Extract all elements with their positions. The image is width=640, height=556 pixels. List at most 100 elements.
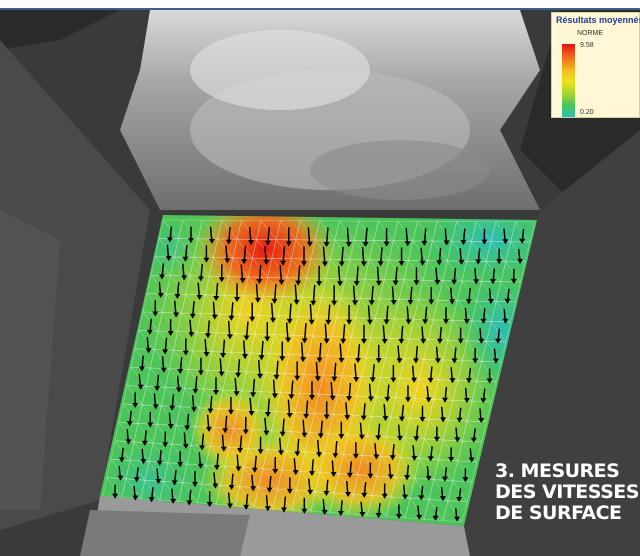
velocity-arrow [249,302,256,322]
velocity-arrow [146,318,153,335]
velocity-arrow [181,263,188,281]
legend-title: Résultats moyennés [556,15,640,25]
mesh-cell [379,279,405,300]
mesh-cell [200,294,225,315]
velocity-arrow [463,307,470,325]
caption-line-2: DES VITESSES [495,481,639,503]
velocity-arrow [442,307,449,325]
velocity-arrow [264,398,271,418]
top-rule [0,0,640,10]
velocity-arrow [384,384,391,402]
velocity-arrow [169,394,176,411]
velocity-arrow [427,366,434,383]
mesh-cell [327,336,352,357]
velocity-arrow [344,402,351,421]
velocity-arrow [392,266,399,286]
velocity-arrow [398,247,405,266]
mesh-cell [266,430,292,452]
velocity-arrow [420,326,427,344]
velocity-arrow [152,300,159,317]
velocity-arrow [395,504,402,519]
velocity-arrow [166,226,173,243]
velocity-arrow [316,265,323,287]
velocity-arrow [325,304,332,325]
mesh-cell [505,241,531,263]
velocity-arrow [300,342,307,363]
velocity-arrow [432,506,439,521]
velocity-arrow [413,267,420,286]
velocity-arrow [473,268,480,285]
mesh-cell [222,370,247,392]
velocity-arrow [280,246,287,266]
velocity-arrow [286,399,293,419]
velocity-arrow [407,286,414,305]
velocity-arrow [243,321,250,341]
caption-line-1: 3. MESURES [495,460,620,482]
velocity-arrow [346,461,353,478]
velocity-arrow [177,356,184,375]
velocity-arrow [239,264,246,284]
mesh-cell [207,351,232,372]
mesh-cell [452,380,478,402]
velocity-arrow [316,439,323,458]
mesh-cell [332,394,358,416]
velocity-arrow [189,301,196,319]
velocity-arrow [472,348,479,364]
velocity-arrow [132,485,139,501]
velocity-arrow [396,345,403,364]
velocity-arrow [346,304,353,325]
velocity-arrow [220,339,227,359]
mesh-cell [177,312,202,333]
velocity-arrow [205,414,212,432]
velocity-arrow [203,245,210,263]
velocity-arrow [301,419,308,438]
mesh-cell [428,479,454,502]
velocity-arrow [436,326,443,344]
velocity-arrow [162,337,169,355]
velocity-arrow [141,430,148,446]
mesh-cell [355,298,381,319]
velocity-arrow [449,287,456,305]
mesh-cell [393,220,418,242]
velocity-arrow [375,344,382,364]
velocity-arrow [264,227,271,246]
mesh-cell [490,221,516,243]
velocity-arrow [197,452,204,469]
velocity-arrow [321,499,328,515]
velocity-arrow [288,380,295,400]
mesh-cell [197,219,223,240]
river-photo [0,10,640,556]
velocity-arrow [390,286,397,306]
velocity-arrow [441,467,448,482]
velocity-arrow [182,432,189,449]
velocity-arrow [317,420,324,439]
velocity-arrow [458,248,465,265]
mesh-cell [312,316,337,337]
velocity-arrow [353,266,360,287]
velocity-arrow [167,412,174,430]
velocity-arrow [257,359,264,379]
velocity-arrow [182,338,189,356]
velocity-arrow [211,301,218,320]
mesh-cell [334,220,360,241]
velocity-arrow [366,305,373,325]
velocity-arrow [187,226,194,244]
velocity-arrow [241,245,248,265]
velocity-arrow [117,466,124,481]
velocity-arrow [158,263,165,280]
velocity-arrow [369,364,376,383]
velocity-arrow [228,473,235,491]
velocity-arrow [192,376,199,394]
legend-colorbar [562,44,575,117]
velocity-arrow [323,401,330,420]
velocity-arrow [162,431,169,448]
mesh-cell [295,220,321,241]
velocity-arrow [242,416,249,435]
velocity-arrow [273,360,280,380]
velocity-arrow [235,454,242,472]
velocity-arrow [442,386,449,403]
velocity-arrow [177,451,184,468]
velocity-arrow [156,450,163,466]
velocity-arrow [308,381,315,401]
mesh-cell [457,440,482,463]
